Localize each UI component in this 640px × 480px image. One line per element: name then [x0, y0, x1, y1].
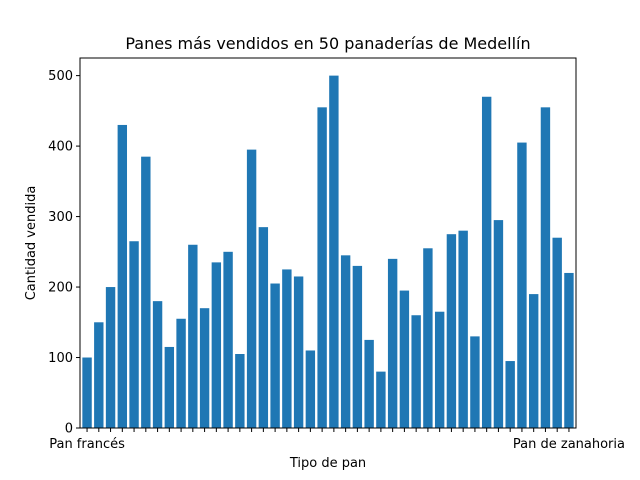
bar-15 [246, 149, 257, 428]
bar-22 [329, 75, 339, 429]
y-tick-label-200: 200 [48, 281, 73, 296]
bar-24 [352, 265, 363, 428]
bar-31 [434, 311, 445, 428]
x-axis-ticks: Pan francés Pan de zanahoria [49, 428, 625, 452]
y-axis-label: Cantidad vendida [24, 186, 39, 301]
bar-3 [105, 287, 116, 428]
chart-title: Panes más vendidos en 50 panaderías de M… [125, 34, 530, 53]
bar-10 [188, 244, 198, 428]
bar-40 [540, 107, 551, 428]
y-tick-label-400: 400 [48, 140, 73, 155]
bar-28 [399, 290, 410, 428]
bar-14 [235, 354, 245, 428]
plot-area-frame [79, 57, 577, 429]
bar-13 [223, 251, 233, 428]
y-tick-label-0: 0 [65, 422, 73, 437]
bar-16 [258, 227, 269, 428]
bar-11 [199, 308, 210, 428]
bar-30 [423, 248, 433, 428]
bar-6 [141, 156, 151, 429]
bar-5 [129, 241, 139, 428]
bar-23 [340, 255, 351, 428]
bar-29 [411, 315, 421, 428]
bar-21 [317, 107, 327, 428]
bar-20 [305, 350, 316, 428]
x-tick-label-first: Pan francés [49, 437, 125, 452]
bar-27 [387, 258, 398, 428]
bar-38 [517, 142, 527, 428]
bar-25 [364, 339, 374, 428]
bar-41 [552, 237, 562, 428]
bar-35 [481, 96, 492, 428]
y-axis-ticks: 0 100 200 300 400 500 [48, 69, 80, 437]
bars-group [82, 75, 574, 429]
y-tick-label-500: 500 [48, 69, 73, 84]
bar-36 [493, 220, 504, 428]
y-tick-label-100: 100 [48, 351, 73, 366]
bar-42 [564, 272, 574, 428]
bar-7 [152, 301, 163, 428]
bar-33 [458, 230, 468, 428]
x-tick-label-last: Pan de zanahoria [513, 437, 625, 452]
bar-37 [505, 361, 515, 428]
bar-1 [82, 357, 92, 428]
bar-17 [270, 283, 280, 428]
bar-26 [376, 371, 386, 428]
bar-8 [164, 346, 175, 428]
bar-32 [446, 234, 457, 428]
bar-18 [282, 269, 292, 428]
bar-2 [94, 322, 104, 428]
bar-19 [293, 276, 304, 428]
bar-9 [176, 318, 186, 428]
bar-34 [470, 336, 480, 428]
x-axis-label: Tipo de pan [289, 456, 366, 471]
bar-12 [211, 262, 222, 428]
bar-39 [528, 294, 539, 428]
bar-4 [117, 124, 128, 428]
y-tick-label-300: 300 [48, 210, 73, 225]
